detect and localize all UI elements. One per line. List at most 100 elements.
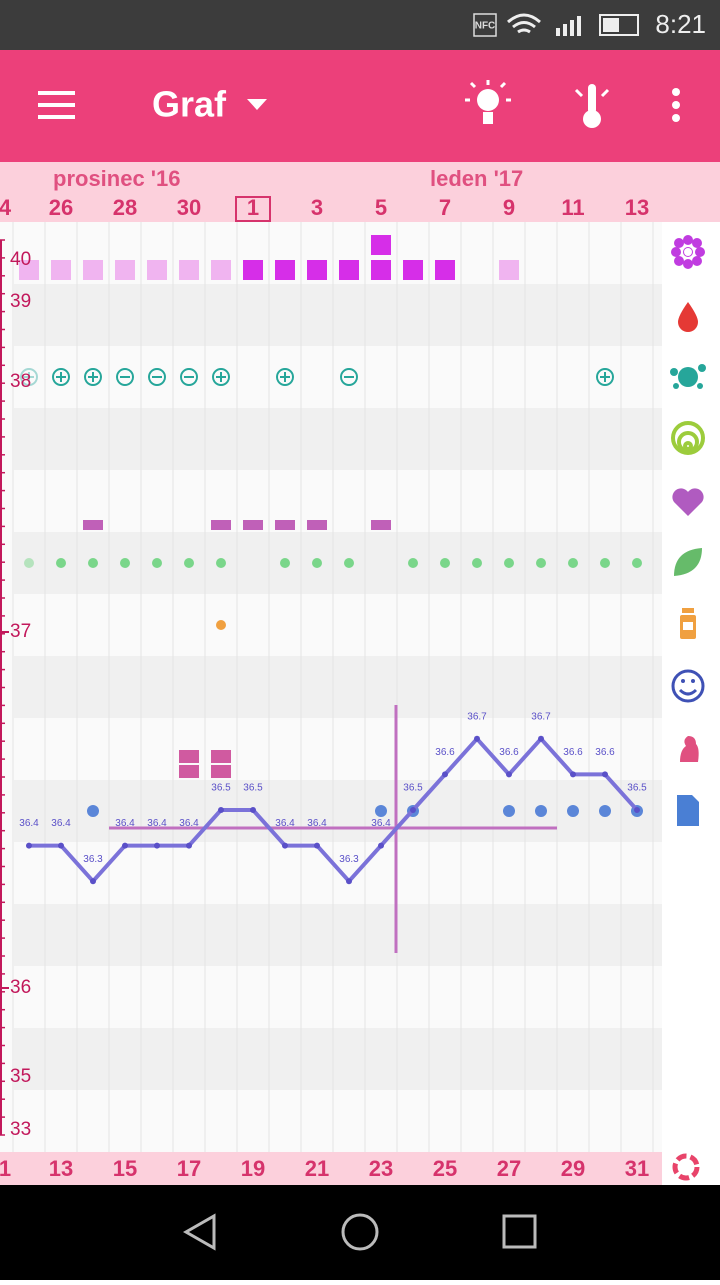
temperature-label: 36.4 bbox=[115, 818, 135, 829]
cycle-day-footer bbox=[0, 1152, 662, 1185]
temperature-label: 36.3 bbox=[83, 854, 103, 865]
intercourse bbox=[275, 520, 295, 530]
intercourse bbox=[371, 520, 391, 530]
period-light bbox=[179, 260, 199, 280]
temperature-label: 36.5 bbox=[211, 783, 231, 794]
test-result bbox=[340, 368, 358, 386]
mood-dot bbox=[536, 558, 546, 568]
test-sign bbox=[600, 372, 610, 382]
temperature-point bbox=[570, 771, 576, 778]
y-label: 40 bbox=[10, 249, 31, 270]
screen-title[interactable]: Graf bbox=[152, 84, 227, 125]
period-heavy bbox=[275, 260, 295, 280]
test-result bbox=[20, 368, 38, 386]
temperature-label: 36.4 bbox=[51, 818, 71, 829]
intercourse bbox=[307, 520, 327, 530]
period-heavy bbox=[403, 260, 423, 280]
test-sign bbox=[88, 372, 98, 382]
period-heavy bbox=[435, 260, 455, 280]
note-dot bbox=[567, 805, 579, 817]
test-sign bbox=[24, 372, 34, 382]
temperature-point bbox=[314, 842, 320, 849]
mood-dot bbox=[504, 558, 514, 568]
period-heavy bbox=[243, 260, 263, 280]
test-sign bbox=[216, 372, 226, 382]
mood-dot bbox=[632, 558, 642, 568]
mood-dot bbox=[312, 558, 322, 568]
y-label: 33 bbox=[10, 1119, 31, 1140]
test-result bbox=[148, 368, 166, 386]
month-label: prosinec '16 bbox=[53, 166, 181, 191]
y-tick-label: 36 bbox=[10, 977, 31, 998]
note-dot bbox=[599, 805, 611, 817]
period-heavy bbox=[307, 260, 327, 280]
temperature-point bbox=[282, 842, 288, 849]
home-button[interactable] bbox=[341, 1213, 379, 1251]
temperature-point bbox=[154, 842, 160, 849]
temperature-label: 36.4 bbox=[19, 818, 39, 829]
temperature-point bbox=[186, 842, 192, 849]
period-heavy bbox=[371, 235, 391, 255]
period-light bbox=[115, 260, 135, 280]
row-band bbox=[14, 284, 662, 346]
temperature-label: 36.4 bbox=[275, 818, 295, 829]
temperature-button[interactable] bbox=[574, 84, 610, 128]
date-header bbox=[0, 162, 720, 222]
test-result bbox=[276, 368, 294, 386]
date-label: 3 bbox=[311, 195, 323, 220]
nav-bar bbox=[0, 1185, 720, 1280]
period-heavy bbox=[339, 260, 359, 280]
mood-dot bbox=[120, 558, 130, 568]
temperature-label: 36.7 bbox=[531, 711, 551, 722]
temperature-label: 36.7 bbox=[467, 711, 487, 722]
temperature-point bbox=[250, 807, 256, 813]
back-button[interactable] bbox=[182, 1213, 216, 1251]
y-label: 38 bbox=[10, 371, 31, 392]
mood-dot bbox=[56, 558, 66, 568]
clock: 8:21 bbox=[655, 9, 706, 39]
period-light bbox=[499, 260, 519, 280]
date-label: 26 bbox=[49, 195, 73, 220]
temperature-label: 36.3 bbox=[339, 854, 359, 865]
temperature-label: 36.6 bbox=[563, 747, 583, 758]
side-icons bbox=[670, 235, 706, 1181]
mood-dot bbox=[472, 558, 482, 568]
temperature-line bbox=[29, 736, 639, 884]
test-result bbox=[596, 368, 614, 386]
row-band bbox=[14, 532, 662, 594]
symptom bbox=[179, 750, 199, 763]
temperature-label: 36.6 bbox=[499, 747, 519, 758]
period-heavy bbox=[371, 260, 391, 280]
temperature-label: 36.5 bbox=[243, 783, 263, 794]
date-label: 1 bbox=[247, 195, 259, 220]
temperature-point bbox=[602, 771, 608, 778]
temperature-point bbox=[442, 771, 448, 778]
more-button[interactable] bbox=[672, 88, 680, 122]
symptom bbox=[211, 750, 231, 763]
cycle-day-label: 31 bbox=[625, 1156, 649, 1181]
title-dropdown[interactable] bbox=[247, 99, 267, 110]
tips-button[interactable] bbox=[465, 80, 511, 124]
temperature-point bbox=[378, 842, 384, 849]
period-light bbox=[211, 260, 231, 280]
nfc: NFC bbox=[475, 21, 496, 32]
temperature-label: 36.5 bbox=[403, 783, 423, 794]
temperature-label: 36.4 bbox=[371, 818, 391, 829]
menu-button[interactable] bbox=[38, 91, 75, 119]
y-label: 39 bbox=[10, 291, 31, 312]
recents-button[interactable] bbox=[502, 1214, 537, 1249]
temperature-point bbox=[474, 735, 480, 742]
temperature-point bbox=[58, 842, 64, 849]
intercourse bbox=[83, 520, 103, 530]
mood-dot bbox=[152, 558, 162, 568]
cycle-day-label: 25 bbox=[433, 1156, 457, 1181]
temperature-label: 36.4 bbox=[147, 818, 167, 829]
test-result bbox=[212, 368, 230, 386]
mood-dot bbox=[216, 558, 226, 568]
test-result bbox=[52, 368, 70, 386]
temperature-point bbox=[26, 842, 32, 849]
mood-dot bbox=[568, 558, 578, 568]
mood-dot bbox=[88, 558, 98, 568]
temperature-point bbox=[90, 878, 96, 885]
